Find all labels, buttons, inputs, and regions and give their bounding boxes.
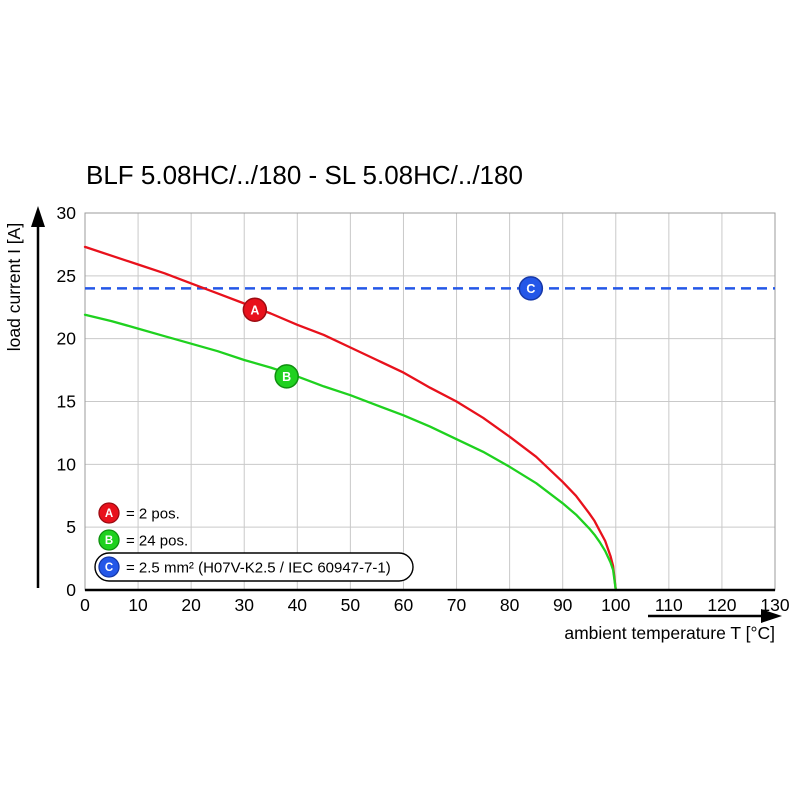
y-tick-label: 30 bbox=[57, 203, 77, 223]
x-tick-label: 110 bbox=[655, 595, 683, 615]
marker-a bbox=[242, 297, 268, 323]
y-tick-label: 25 bbox=[57, 266, 76, 286]
legend-label-a: = 2 pos. bbox=[126, 506, 180, 523]
x-tick-label: 90 bbox=[553, 595, 573, 615]
y-tick-label: 20 bbox=[57, 329, 77, 349]
x-tick-label: 0 bbox=[80, 595, 90, 615]
marker-b bbox=[274, 364, 299, 389]
legend-label-c: = 2.5 mm² (H07V-K2.5 / IEC 60947-7-1) bbox=[126, 560, 391, 577]
marker-letter-c: C bbox=[526, 282, 535, 296]
y-axis-arrow-head bbox=[31, 206, 45, 227]
marker-letter-a: A bbox=[250, 303, 259, 317]
marker-c bbox=[518, 276, 544, 301]
series-b-curve bbox=[83, 313, 617, 592]
y-tick-label: 5 bbox=[66, 517, 76, 537]
legend-marker-letter: C bbox=[105, 562, 113, 574]
legend-label-b: = 24 pos. bbox=[126, 533, 188, 550]
x-tick-label: 50 bbox=[341, 595, 361, 615]
x-tick-label: 80 bbox=[500, 595, 520, 615]
legend-marker-letter: B bbox=[105, 535, 113, 547]
y-tick-label: 0 bbox=[66, 580, 76, 600]
marker-letter-b: B bbox=[282, 370, 291, 384]
legend-marker-b bbox=[98, 529, 120, 551]
x-tick-label: 70 bbox=[447, 595, 467, 615]
legend-marker-a bbox=[98, 502, 120, 524]
x-tick-label: 130 bbox=[760, 595, 789, 615]
x-tick-label: 60 bbox=[394, 595, 414, 615]
y-axis-label: load current I [A] bbox=[4, 223, 24, 351]
x-tick-label: 40 bbox=[288, 595, 308, 615]
x-tick-label: 30 bbox=[234, 595, 254, 615]
x-tick-label: 20 bbox=[181, 595, 201, 615]
x-tick-label: 100 bbox=[601, 595, 630, 615]
chart-title: BLF 5.08HC/../180 - SL 5.08HC/../180 bbox=[86, 160, 523, 190]
x-axis-arrow-head bbox=[761, 609, 782, 623]
y-tick-label: 10 bbox=[57, 454, 77, 474]
x-tick-label: 10 bbox=[128, 595, 148, 615]
x-tick-label: 120 bbox=[707, 595, 736, 615]
legend-marker-c bbox=[98, 556, 120, 578]
legend-box-c bbox=[94, 552, 414, 582]
series-a-curve bbox=[83, 245, 617, 592]
x-axis-label: ambient temperature T [°C] bbox=[564, 623, 775, 643]
y-tick-label: 15 bbox=[57, 392, 76, 412]
legend-marker-letter: A bbox=[105, 508, 113, 520]
